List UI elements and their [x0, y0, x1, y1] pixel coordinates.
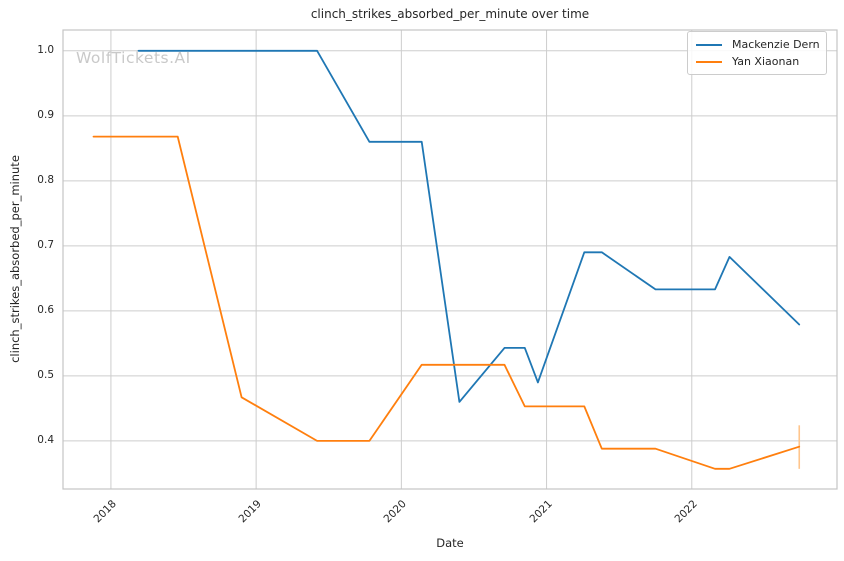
y-tick-label: 0.7 [37, 239, 54, 252]
watermark: WolfTickets.AI [76, 49, 191, 67]
y-tick-label: 0.6 [37, 304, 54, 317]
y-tick-label: 0.5 [37, 369, 54, 382]
x-axis-label: Date [436, 536, 464, 550]
legend-label: Yan Xiaonan [732, 55, 800, 68]
series-line-mackenzie-dern [137, 49, 801, 403]
legend-item-yan-xiaonan: Yan Xiaonan [688, 55, 826, 68]
legend-label: Mackenzie Dern [732, 38, 820, 51]
series-line-yan-xiaonan [92, 135, 801, 470]
y-tick-label: 0.9 [37, 109, 54, 122]
y-tick-label: 0.8 [37, 174, 54, 187]
y-tick-label: 1.0 [37, 44, 54, 57]
legend-line-sample-orange [696, 60, 722, 63]
chart-title: clinch_strikes_absorbed_per_minute over … [310, 7, 590, 21]
legend-line-sample-blue [696, 43, 722, 46]
legend: Mackenzie Dern Yan Xiaonan [687, 31, 827, 75]
plot-border [62, 29, 838, 490]
legend-item-mackenzie-dern: Mackenzie Dern [688, 38, 826, 51]
y-tick-label: 0.4 [37, 434, 54, 447]
